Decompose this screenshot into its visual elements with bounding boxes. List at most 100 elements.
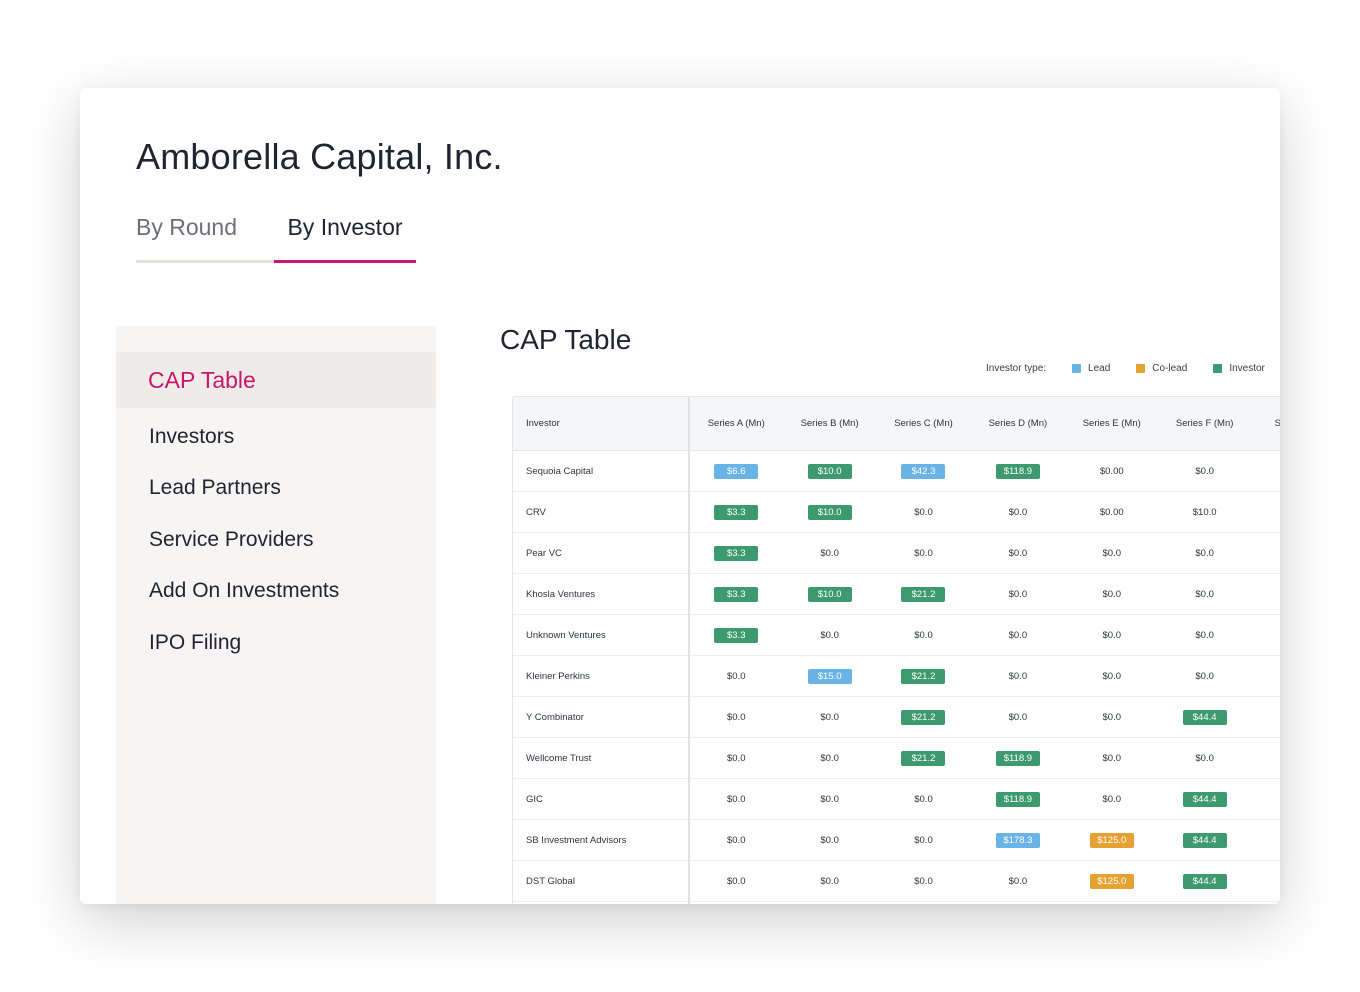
investor-amount-badge: $3.3 [714, 586, 759, 602]
amount-cell: $0.0 [782, 778, 877, 820]
amount-cell: $0.0 [782, 901, 877, 904]
legend-text: Co-lead [1152, 363, 1188, 374]
column-header[interactable]: Series B (Mn) [782, 397, 877, 451]
amount-cell [1251, 532, 1280, 574]
amount-cell: $21.2 [876, 737, 971, 779]
investor-amount-badge: $3.3 [714, 545, 759, 561]
sidebar: CAP Table Investors Lead Partners Servic… [116, 326, 436, 904]
table-row[interactable]: Kleiner Perkins $0.0 $15.0 $21.2 $0.0 $0.0 $0.… [513, 655, 1280, 697]
amount-cell: $0.0 [1065, 778, 1159, 820]
investor-amount-badge: $3.3 [714, 627, 759, 643]
tab-by-round[interactable]: By Round [136, 214, 274, 263]
table-row[interactable]: Wellcome Trust $0.0 $0.0 $21.2 $118.9 $0.0 $0.… [513, 737, 1280, 779]
investor-amount-badge: $10.0 [807, 504, 852, 520]
amount-cell: $0.0 [688, 778, 783, 820]
investor-amount-badge: $118.9 [995, 750, 1040, 766]
section-title: CAP Table [500, 324, 632, 355]
amount-cell: $0.0 [1158, 573, 1252, 615]
sidebar-item-investors[interactable]: Investors [149, 425, 235, 448]
investor-name-cell: Sequoia Capital [513, 450, 690, 492]
lead-amount-badge: $178.3 [995, 832, 1040, 848]
tab-by-investor[interactable]: By Investor [274, 214, 416, 263]
legend-label: Investor type: [986, 363, 1047, 374]
investor-name-cell: Kleiner Perkins [513, 655, 690, 697]
investor-amount-badge: $44.4 [1182, 709, 1227, 725]
investor-amount-badge: $21.2 [901, 709, 946, 725]
amount-cell: $10.0 [782, 450, 877, 492]
amount-cell: $0.0 [782, 532, 877, 574]
amount-cell: $0.0 [970, 901, 1066, 904]
legend-text: Lead [1088, 363, 1111, 374]
amount-cell: $44.4 [1158, 901, 1252, 904]
table-row[interactable]: SB Investment Advisors $0.0 $0.0 $0.0 $178.3… [513, 819, 1280, 861]
amount-cell [1251, 491, 1280, 533]
investor-amount-badge: $118.9 [995, 791, 1040, 807]
sidebar-item-service-providers[interactable]: Service Providers [149, 528, 314, 551]
amount-cell: $0.0 [970, 860, 1066, 902]
amount-cell: $3.3 [688, 614, 783, 656]
amount-cell: $0.0 [1065, 737, 1159, 779]
investor-name-cell: Y Combinator [513, 696, 690, 738]
table-row[interactable]: Coatue Management$0.0$0.0$0.0$0.0$0.0$44… [513, 901, 1280, 904]
lead-amount-badge: $15.0 [807, 668, 852, 684]
investor-type-legend: Investor type: Lead Co-lead Investor [986, 363, 1280, 374]
investor-amount-badge: $21.2 [901, 668, 946, 684]
amount-cell: $0.0 [1158, 655, 1252, 697]
column-header-investor[interactable]: Investor [513, 397, 690, 451]
column-header[interactable]: Series D (Mn) [970, 397, 1066, 451]
table-row[interactable]: GIC $0.0 $0.0 $0.0 $118.9 $0.0 $44.4 [513, 778, 1280, 820]
investor-name-cell: Pear VC [513, 532, 690, 574]
cap-table: Investor Series A (Mn) Series B (Mn) Series… [512, 396, 1280, 904]
investor-amount-badge: $44.4 [1182, 832, 1227, 848]
amount-cell: $178.3 [970, 819, 1066, 861]
amount-cell: $125.0 [1065, 860, 1159, 902]
amount-cell: $0.0 [1158, 532, 1252, 574]
table-row[interactable]: Khosla Ventures $3.3 $10.0 $21.2 $0.0 $0.0 $0.… [513, 573, 1280, 615]
amount-cell: $10.0 [1158, 491, 1252, 533]
amount-cell: $6.6 [688, 450, 783, 492]
amount-cell: $0.0 [688, 655, 783, 697]
amount-cell: $0.0 [970, 532, 1066, 574]
column-header[interactable]: Series E (Mn) [1065, 397, 1159, 451]
amount-cell [1251, 737, 1280, 779]
amount-cell: $118.9 [970, 450, 1066, 492]
investor-amount-badge: $10.0 [807, 586, 852, 602]
amount-cell: $44.4 [1158, 860, 1252, 902]
legend-item-investor: Investor [1213, 363, 1265, 374]
investor-name-cell: CRV [513, 491, 690, 533]
sidebar-item-lead-partners[interactable]: Lead Partners [149, 476, 281, 499]
table-row[interactable]: Unknown Ventures $3.3 $0.0 $0.0 $0.0 $0.0 $0.0 [513, 614, 1280, 656]
table-row[interactable]: DST Global $0.0 $0.0 $0.0 $0.0 $125.0 $44.4 [513, 860, 1280, 902]
table-row[interactable]: Pear VC $3.3 $0.0 $0.0 $0.0 $0.0 $0.0 [513, 532, 1280, 574]
amount-cell: $0.0 [688, 901, 783, 904]
amount-cell: $0.0 [1158, 737, 1252, 779]
investor-name-cell: Coatue Management [513, 901, 690, 904]
main-card: Amborella Capital, Inc. By Round By Inve… [80, 88, 1280, 904]
amount-cell: $21.2 [876, 655, 971, 697]
amount-cell: $21.2 [876, 696, 971, 738]
amount-cell: $0.0 [1065, 655, 1159, 697]
amount-cell: $0.0 [782, 819, 877, 861]
amount-cell: $125.0 [1065, 819, 1159, 861]
sidebar-item-cap-table[interactable]: CAP Table [116, 352, 436, 408]
column-header[interactable]: Series C (Mn) [876, 397, 971, 451]
amount-cell: $10.0 [782, 573, 877, 615]
sidebar-item-add-on-investments[interactable]: Add On Investments [149, 579, 340, 602]
sidebar-item-ipo-filing[interactable]: IPO Filing [149, 631, 242, 654]
company-title: Amborella Capital, Inc. [136, 136, 503, 177]
table-row[interactable]: Sequoia Capital $6.6 $10.0 $42.3 $118.9 $0.00… [513, 450, 1280, 492]
amount-cell: $42.3 [876, 450, 971, 492]
table-row[interactable]: CRV $3.3 $10.0 $0.0 $0.0 $0.00 $10.0 [513, 491, 1280, 533]
table-row[interactable]: Y Combinator $0.0 $0.0 $21.2 $0.0 $0.0 $44.4 [513, 696, 1280, 738]
amount-cell: $0.0 [688, 696, 783, 738]
table-header-row: Investor Series A (Mn) Series B (Mn) Series… [513, 397, 1280, 451]
investor-name-cell: Wellcome Trust [513, 737, 690, 779]
investor-name-cell: Unknown Ventures [513, 614, 690, 656]
amount-cell: $0.0 [782, 860, 877, 902]
column-header[interactable]: Ser [1251, 397, 1280, 451]
amount-cell [1251, 819, 1280, 861]
view-tabs: By Round By Investor [136, 214, 416, 263]
investor-amount-badge: $44.4 [1182, 791, 1227, 807]
column-header[interactable]: Series F (Mn) [1158, 397, 1252, 451]
column-header[interactable]: Series A (Mn) [688, 397, 783, 451]
